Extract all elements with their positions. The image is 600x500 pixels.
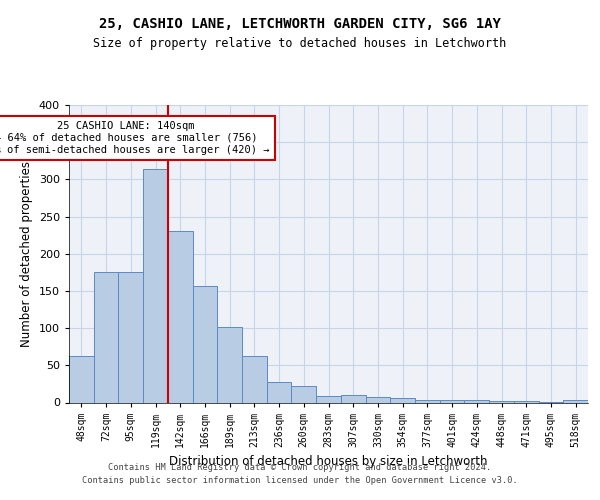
X-axis label: Distribution of detached houses by size in Letchworth: Distribution of detached houses by size … (169, 455, 488, 468)
Text: 25 CASHIO LANE: 140sqm
← 64% of detached houses are smaller (756)
36% of semi-de: 25 CASHIO LANE: 140sqm ← 64% of detached… (0, 122, 269, 154)
Bar (464, 400, 489, 402)
Bar (514, 401, 539, 402)
Bar (440, 400, 464, 402)
Y-axis label: Number of detached properties: Number of detached properties (20, 161, 33, 347)
Bar (563, 400, 588, 402)
Bar (292, 386, 316, 402)
Bar (316, 396, 341, 402)
Bar (415, 400, 440, 402)
Bar (94, 272, 118, 402)
Bar (217, 326, 242, 402)
Bar (69, 356, 94, 403)
Bar (168, 232, 193, 402)
Bar (143, 169, 168, 402)
Text: Contains public sector information licensed under the Open Government Licence v3: Contains public sector information licen… (82, 476, 518, 485)
Bar (365, 396, 390, 402)
Text: Size of property relative to detached houses in Letchworth: Size of property relative to detached ho… (94, 38, 506, 51)
Bar (118, 272, 143, 402)
Text: Contains HM Land Registry data © Crown copyright and database right 2024.: Contains HM Land Registry data © Crown c… (109, 462, 491, 471)
Bar (489, 401, 514, 402)
Text: 25, CASHIO LANE, LETCHWORTH GARDEN CITY, SG6 1AY: 25, CASHIO LANE, LETCHWORTH GARDEN CITY,… (99, 18, 501, 32)
Bar (341, 395, 365, 402)
Bar (193, 286, 217, 403)
Bar (390, 398, 415, 402)
Bar (267, 382, 292, 402)
Bar (242, 356, 267, 403)
